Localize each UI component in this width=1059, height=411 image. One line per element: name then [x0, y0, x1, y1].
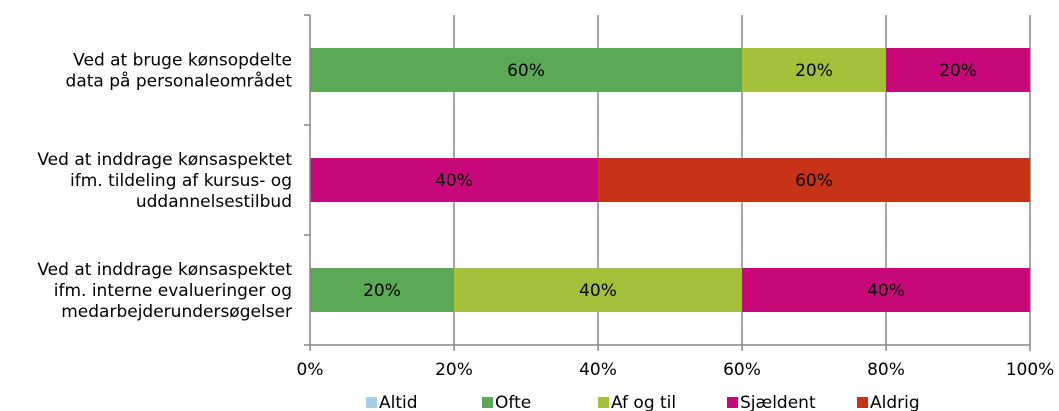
- axes: [304, 14, 1031, 351]
- bar-segment: [742, 48, 886, 92]
- category-label-line: medarbejderundersøgelser: [61, 302, 292, 322]
- category-label-line: Ved at inddrage kønsaspektet: [37, 260, 292, 280]
- bar-segment: [454, 268, 742, 312]
- data-label: 60%: [507, 61, 545, 81]
- x-tick-label: 60%: [723, 360, 761, 380]
- legend: Altid Ofte Af og til Sjældent Aldrig: [366, 393, 920, 411]
- bar-segment: [598, 158, 1030, 202]
- data-label: 40%: [435, 171, 473, 191]
- category-label-line: uddannelsestilbud: [136, 192, 292, 212]
- bar-segment: [310, 158, 598, 202]
- x-tick-label: 20%: [435, 360, 473, 380]
- category-label-line: Ved at inddrage kønsaspektet: [37, 150, 292, 170]
- x-tick-label: 0%: [297, 360, 324, 380]
- bar-segment: [310, 48, 742, 92]
- category-label: Ved at bruge kønsopdelte data på personal…: [66, 51, 293, 92]
- x-tick-labels: 0% 20% 40% 60% 80% 100%: [297, 360, 1055, 380]
- legend-item: Ofte: [482, 393, 531, 411]
- category-label: Ved at inddrage kønsaspektet ifm. tildeli…: [37, 150, 292, 212]
- category-label-line: data på personaleområdet: [66, 71, 293, 92]
- data-label: 20%: [939, 61, 977, 81]
- data-label: 40%: [867, 281, 905, 301]
- legend-label: Af og til: [611, 393, 676, 411]
- x-tick-label: 100%: [1006, 360, 1055, 380]
- category-label-line: Ved at bruge kønsopdelte: [73, 51, 292, 71]
- data-label: 20%: [363, 281, 401, 301]
- legend-swatch: [482, 397, 493, 408]
- data-label: 60%: [795, 171, 833, 191]
- bar-segment: [742, 268, 1030, 312]
- legend-label: Sjældent: [740, 393, 816, 411]
- legend-label: Ofte: [495, 393, 531, 411]
- bar-segment: [886, 48, 1030, 92]
- legend-item: Altid: [366, 393, 418, 411]
- category-label-line: ifm. tildeling af kursus- og: [70, 171, 292, 191]
- legend-item: Sjældent: [727, 393, 816, 411]
- legend-swatch: [857, 397, 868, 408]
- category-labels: Ved at bruge kønsopdelte data på personal…: [37, 51, 292, 323]
- legend-swatch: [366, 397, 377, 408]
- data-label: 20%: [795, 61, 833, 81]
- x-tick-label: 40%: [579, 360, 617, 380]
- legend-label: Aldrig: [870, 393, 920, 411]
- legend-label: Altid: [379, 393, 418, 411]
- category-label-line: ifm. interne evalueringer og: [54, 281, 292, 301]
- bar-segment: [310, 268, 454, 312]
- category-label: Ved at inddrage kønsaspektet ifm. interne…: [37, 260, 292, 322]
- bars: 60% 20% 20% 40% 60% 20% 40% 40%: [310, 48, 1030, 312]
- legend-swatch: [598, 397, 609, 408]
- data-label: 40%: [579, 281, 617, 301]
- legend-item: Af og til: [598, 393, 676, 411]
- x-tick-label: 80%: [867, 360, 905, 380]
- legend-swatch: [727, 397, 738, 408]
- legend-item: Aldrig: [857, 393, 920, 411]
